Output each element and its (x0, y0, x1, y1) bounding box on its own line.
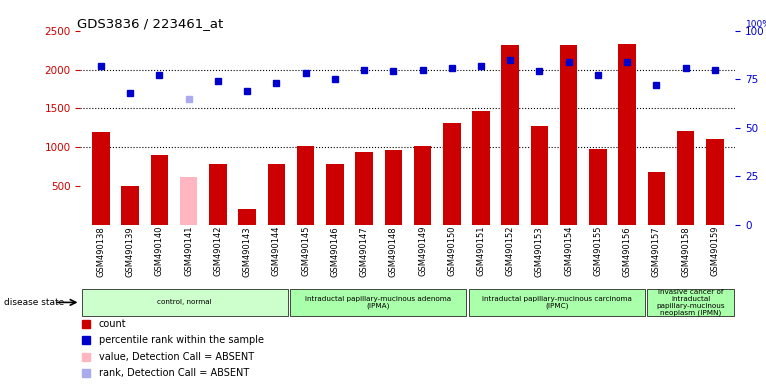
Text: GSM490145: GSM490145 (301, 226, 310, 276)
Bar (677, 131, 695, 225)
Text: GSM490148: GSM490148 (389, 226, 398, 276)
Text: GSM490158: GSM490158 (681, 226, 690, 276)
Bar (647, 172, 665, 225)
Bar (618, 44, 636, 225)
Bar (267, 164, 285, 225)
Bar (238, 209, 256, 225)
Bar (414, 146, 431, 225)
Text: GSM490159: GSM490159 (710, 226, 719, 276)
Text: percentile rank within the sample: percentile rank within the sample (99, 335, 264, 345)
Text: GSM490153: GSM490153 (535, 226, 544, 276)
Bar (180, 177, 198, 225)
Text: 100%: 100% (745, 20, 766, 29)
Bar (706, 139, 724, 225)
Bar (355, 152, 373, 225)
Text: GSM490149: GSM490149 (418, 226, 427, 276)
Text: GSM490141: GSM490141 (184, 226, 193, 276)
Bar (209, 164, 227, 225)
Text: GSM490151: GSM490151 (476, 226, 486, 276)
Text: value, Detection Call = ABSENT: value, Detection Call = ABSENT (99, 352, 254, 362)
Text: invasive cancer of
intraductal
papillary-mucinous
neoplasm (IPMN): invasive cancer of intraductal papillary… (656, 289, 725, 316)
Text: GSM490146: GSM490146 (330, 226, 339, 276)
Bar (560, 45, 578, 225)
Bar (531, 126, 548, 225)
Text: GSM490140: GSM490140 (155, 226, 164, 276)
Text: GSM490143: GSM490143 (243, 226, 251, 276)
Text: GSM490138: GSM490138 (97, 226, 106, 276)
Text: rank, Detection Call = ABSENT: rank, Detection Call = ABSENT (99, 368, 249, 378)
Bar (385, 150, 402, 225)
Bar (92, 132, 110, 225)
Bar (502, 45, 519, 225)
Text: GSM490150: GSM490150 (447, 226, 457, 276)
Text: GDS3836 / 223461_at: GDS3836 / 223461_at (77, 17, 224, 30)
Bar (589, 149, 607, 225)
Bar (326, 164, 344, 225)
Text: GSM490147: GSM490147 (359, 226, 368, 276)
Bar (151, 155, 169, 225)
FancyBboxPatch shape (469, 289, 645, 316)
Bar (472, 111, 489, 225)
Text: intraductal papillary-mucinous carcinoma
(IPMC): intraductal papillary-mucinous carcinoma… (482, 296, 632, 309)
Text: GSM490157: GSM490157 (652, 226, 661, 276)
Text: GSM490156: GSM490156 (623, 226, 632, 276)
Text: intraductal papillary-mucinous adenoma
(IPMA): intraductal papillary-mucinous adenoma (… (305, 296, 451, 309)
Text: GSM490154: GSM490154 (565, 226, 573, 276)
Text: control, normal: control, normal (157, 300, 212, 305)
Bar (121, 186, 139, 225)
FancyBboxPatch shape (647, 289, 734, 316)
Text: GSM490142: GSM490142 (214, 226, 222, 276)
Text: count: count (99, 319, 126, 329)
Text: disease state: disease state (4, 298, 64, 307)
FancyBboxPatch shape (82, 289, 287, 316)
FancyBboxPatch shape (290, 289, 466, 316)
Text: GSM490155: GSM490155 (594, 226, 602, 276)
Bar (443, 123, 460, 225)
Text: GSM490139: GSM490139 (126, 226, 135, 276)
Text: GSM490144: GSM490144 (272, 226, 281, 276)
Text: GSM490152: GSM490152 (506, 226, 515, 276)
Bar (296, 146, 314, 225)
